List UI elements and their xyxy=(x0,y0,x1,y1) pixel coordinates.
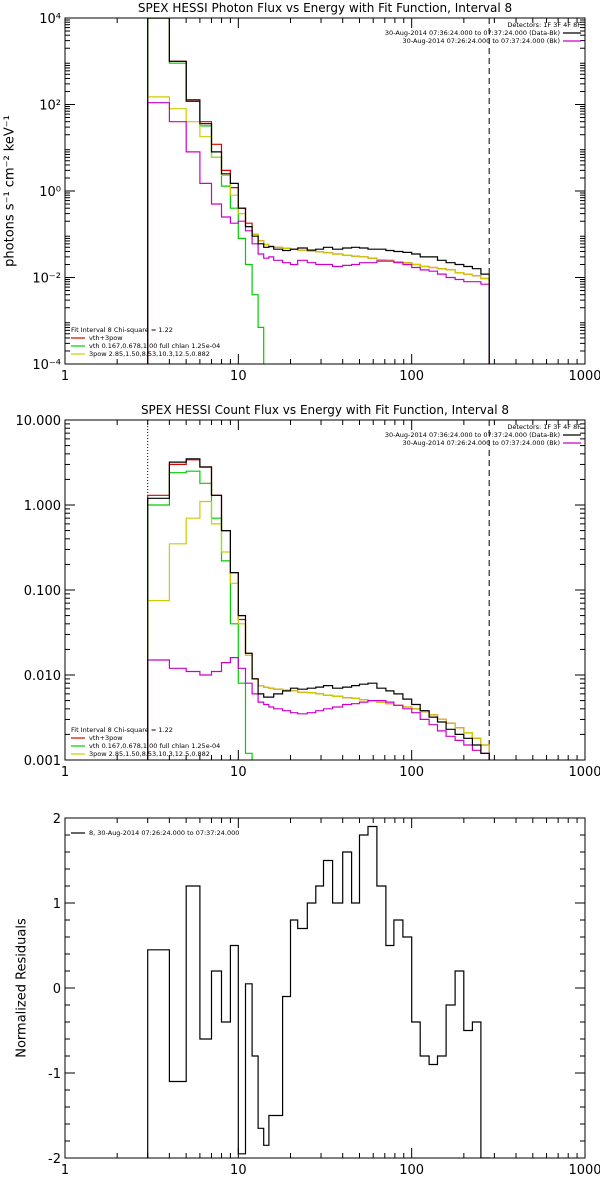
y-tick-label: 1 xyxy=(53,897,61,912)
y-tick-label: -1 xyxy=(48,1067,61,1082)
legend-entry-text: 30-Aug-2014 07:36:24.000 to 07:37:24.000… xyxy=(385,29,560,37)
chart-photon: SPEX HESSI Photon Flux vs Energy with Fi… xyxy=(3,1,600,407)
series-line-0 xyxy=(148,18,490,394)
legend-entry-text: vth 0.167,0.678,1.00 full chlan 1.25e-04 xyxy=(89,742,220,750)
x-tick-label: 1 xyxy=(61,369,69,384)
y-tick-label: 10⁴ xyxy=(39,12,61,27)
x-tick-label: 1000 xyxy=(568,765,600,780)
chart-title: SPEX HESSI Photon Flux vs Energy with Fi… xyxy=(138,1,512,15)
x-tick-label: 1 xyxy=(61,1163,69,1178)
chart-title: SPEX HESSI Count Flux vs Energy with Fit… xyxy=(141,403,509,417)
y-axis-label: Normalized Residuals xyxy=(15,918,30,1058)
y-tick-label: 1.000 xyxy=(24,499,61,514)
y-tick-label: 0 xyxy=(53,982,61,997)
x-tick-label: 100 xyxy=(399,369,424,384)
chart-count: SPEX HESSI Count Flux vs Energy with Fit… xyxy=(16,403,600,845)
x-tick-label: 10 xyxy=(230,765,247,780)
fit-info-label: Fit Interval 8 Chi-square = 1.22 xyxy=(71,326,173,334)
x-tick-label: 10 xyxy=(230,1163,247,1178)
legend-entry-text: vth 0.167,0.678,1.00 full chlan 1.25e-04 xyxy=(89,342,220,350)
plot-frame xyxy=(65,18,585,364)
detectors-label: Detectors: 1F 3F 4F 8F xyxy=(507,21,581,29)
y-tick-label: 0.100 xyxy=(24,584,61,599)
data-area xyxy=(148,459,490,845)
legend-entry-text: 30-Aug-2014 07:36:24.000 to 07:37:24.000… xyxy=(385,431,560,439)
x-tick-label: 1000 xyxy=(568,1163,600,1178)
chart-resid: Normalized Residuals 1 10 100 1000 -2 -1 0 1 2 8, … xyxy=(15,812,600,1188)
x-tick-label: 10 xyxy=(230,369,247,384)
detectors-label: Detectors: 1F 3F 4F 8F xyxy=(507,423,581,431)
x-tick-label: 100 xyxy=(399,765,424,780)
series-line-3 xyxy=(148,658,490,790)
y-tick-label: -2 xyxy=(48,1152,61,1167)
y-tick-label: 0.010 xyxy=(24,669,61,684)
y-tick-label: 10⁰ xyxy=(39,185,61,200)
legend-entry-text: vth+3pow xyxy=(89,334,123,342)
y-tick-label: 0.001 xyxy=(24,754,61,769)
x-tick-label: 100 xyxy=(399,1163,424,1178)
y-tick-label: 10⁻² xyxy=(32,272,61,287)
legend-entry-text: 3pow 2.85,1.50,8.53,10.3,12.5,0.882 xyxy=(89,350,210,358)
series-line-1 xyxy=(148,471,490,845)
x-tick-label: 1 xyxy=(61,765,69,780)
series-line-0 xyxy=(148,460,490,790)
data-area xyxy=(148,827,490,1189)
y-tick-label: 10⁻⁴ xyxy=(32,358,61,373)
y-tick-label: 10.000 xyxy=(16,414,62,429)
y-axis-label: photons s⁻¹ cm⁻² keV⁻¹ xyxy=(3,115,18,267)
fit-info-label: Fit Interval 8 Chi-square = 1.22 xyxy=(71,726,173,734)
plot-frame xyxy=(65,818,585,1158)
y-tick-label: 10² xyxy=(39,99,61,114)
series-line-0 xyxy=(148,827,490,1189)
legend-entry-text: 30-Aug-2014 07:26:24.000 to 07:37:24.000… xyxy=(403,439,560,447)
series-line-4 xyxy=(148,459,490,790)
legend-entry-text: 8, 30-Aug-2014 07:26:24.000 to 07:37:24.… xyxy=(89,829,239,837)
x-tick-label: 1000 xyxy=(568,369,600,384)
legend-entry-text: 3pow 2.85,1.50,8.53,10.3,12.5,0.882 xyxy=(89,750,210,758)
legend-entry-text: 30-Aug-2014 07:26:24.000 to 07:37:24.000… xyxy=(403,37,560,45)
legend-entry-text: vth+3pow xyxy=(89,734,123,742)
y-tick-label: 2 xyxy=(53,812,61,827)
series-line-4 xyxy=(148,18,490,394)
